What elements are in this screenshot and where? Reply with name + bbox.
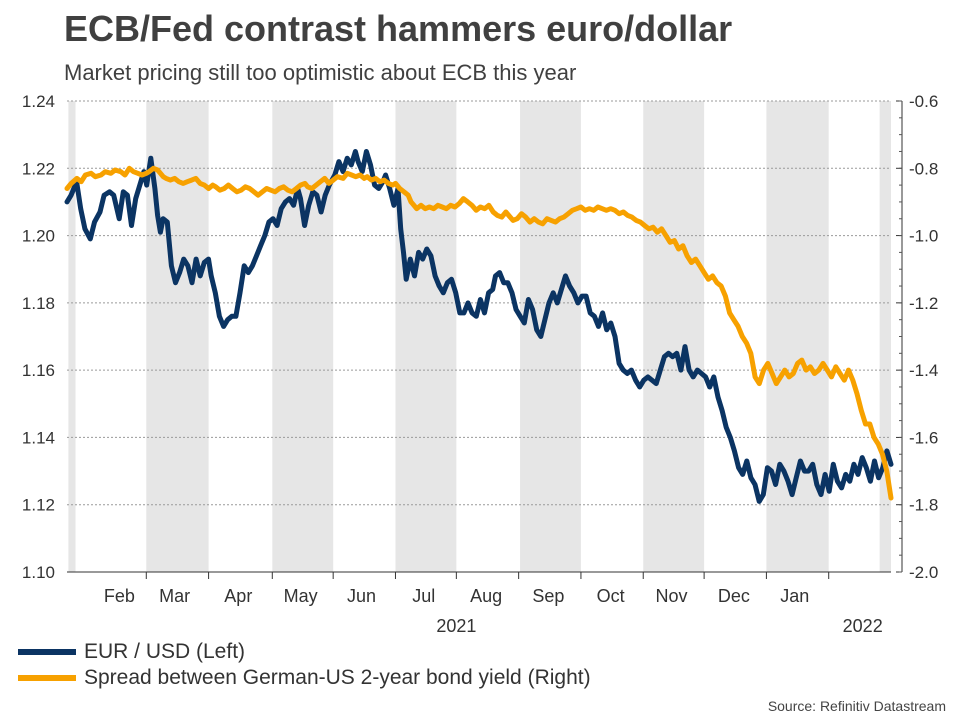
left-tick-label: 1.22 (22, 159, 55, 178)
left-tick-label: 1.10 (22, 563, 55, 582)
month-label: Jan (780, 586, 809, 606)
right-tick-label: -1.0 (909, 227, 938, 246)
shaded-band-6 (766, 101, 829, 572)
left-tick-label: 1.14 (22, 428, 55, 447)
right-tick-label: -1.6 (909, 428, 938, 447)
series-line-spread (64, 165, 894, 501)
chart-title: ECB/Fed contrast hammers euro/dollar (64, 8, 733, 49)
series-line-eurusd (64, 149, 894, 504)
legend-swatch-eurusd (18, 649, 76, 655)
left-tick-label: 1.12 (22, 496, 55, 515)
legend-item-eurusd: EUR / USD (Left) (18, 639, 591, 665)
month-label: May (284, 586, 318, 606)
right-tick-label: -2.0 (909, 563, 938, 582)
right-tick-label: -1.4 (909, 361, 938, 380)
source-note: Source: Refinitiv Datastream (767, 698, 946, 714)
right-tick-label: -1.8 (909, 496, 938, 515)
year-label: 2022 (843, 616, 883, 636)
month-label: Sep (532, 586, 564, 606)
month-label: Apr (224, 586, 252, 606)
right-tick-label: -0.8 (909, 159, 938, 178)
month-label: Jun (347, 586, 376, 606)
month-label: Feb (104, 586, 135, 606)
month-label: Aug (470, 586, 502, 606)
shaded-band-2 (272, 101, 334, 572)
month-label: Nov (656, 586, 688, 606)
shaded-band-0 (68, 101, 76, 572)
legend-swatch-spread (18, 675, 76, 681)
left-tick-label: 1.20 (22, 227, 55, 246)
shaded-band-4 (520, 101, 581, 572)
month-label: Oct (597, 586, 625, 606)
legend-label-eurusd: EUR / USD (Left) (84, 640, 246, 663)
legend-label-spread: Spread between German-US 2-year bond yie… (84, 666, 591, 689)
right-tick-label: -1.2 (909, 294, 938, 313)
chart-subtitle: Market pricing still too optimistic abou… (64, 60, 577, 85)
month-label: Dec (718, 586, 750, 606)
month-label: Mar (159, 586, 190, 606)
year-label: 2021 (436, 616, 476, 636)
shaded-band-3 (395, 101, 457, 572)
left-tick-label: 1.16 (22, 361, 55, 380)
legend-item-spread: Spread between German-US 2-year bond yie… (18, 665, 591, 691)
left-tick-label: 1.24 (22, 92, 55, 111)
right-tick-label: -0.6 (909, 92, 938, 111)
legend: EUR / USD (Left) Spread between German-U… (18, 639, 591, 691)
shaded-band-5 (643, 101, 705, 572)
month-label: Jul (412, 586, 435, 606)
shaded-band-7 (879, 101, 891, 572)
left-tick-label: 1.18 (22, 294, 55, 313)
